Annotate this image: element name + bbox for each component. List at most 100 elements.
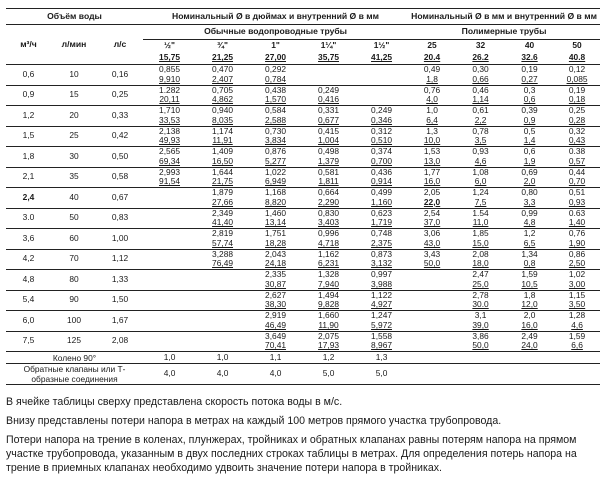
head-loss-value: 8,035 [212, 114, 234, 125]
pipe-value-cell: 1,0 6,4 [408, 105, 457, 127]
velocity-value: 1.282 [159, 84, 181, 95]
head-loss-value: 8,820 [265, 196, 287, 207]
head-loss-value: 7,5 [474, 196, 487, 207]
velocity-value: 0,69 [521, 166, 538, 177]
unit-ls-header: л/с [97, 24, 144, 65]
pipe-value-cell: 2,993 91,54 [143, 167, 197, 188]
pipe-value-cell: 1,15 3,50 [554, 290, 601, 311]
empty-cell [505, 363, 555, 385]
velocity-value: 0,80 [521, 187, 538, 198]
velocity-value: 0.38 [568, 146, 586, 157]
head-loss-value: 4,862 [212, 94, 234, 105]
head-loss-value: 3,3 [523, 196, 536, 207]
head-loss-value: 4,6 [571, 319, 583, 330]
velocity-value: 2,08 [472, 248, 489, 259]
velocity-value: 0,498 [318, 146, 340, 157]
velocity-value: 0,93 [472, 146, 489, 157]
pipe-value-cell: 2,54 37,0 [408, 208, 457, 229]
fitting-row: Обратные клапаны или Т-образные соединен… [6, 363, 601, 385]
flow-lmin-cell: 100 [51, 310, 97, 332]
head-loss-value: 1,811 [318, 176, 339, 187]
table-row: 2,1 35 0,58 2,993 91,54 1,644 21,75 1,022 6,949 0… [6, 166, 601, 188]
head-loss-value: 18,28 [265, 237, 287, 248]
head-loss-value: 46,49 [265, 319, 287, 330]
fitting-loss-cell: 1,3 [355, 351, 409, 364]
pipe-value-cell: 1,53 13,0 [408, 146, 457, 168]
pipe-value-cell: 0,32 0,43 [554, 125, 601, 147]
velocity-value: 3,1 [474, 310, 487, 321]
head-loss-value: 6,231 [318, 258, 340, 269]
head-loss-value: 1,8 [426, 73, 438, 84]
pipe-value-cell: 0,51 0,93 [554, 187, 601, 209]
nominal-inch-header: Номинальный Ø в дюймах и внутренний Ø в … [143, 8, 409, 25]
head-loss-value: 39,0 [472, 319, 489, 330]
inner-diameter-header: 20.4 [408, 52, 457, 65]
pipe-value-cell: 0,39 0,9 [505, 105, 555, 127]
head-loss-value: 0,6 [523, 94, 536, 105]
pipe-value-cell [408, 310, 457, 332]
head-loss-value: 4,6 [474, 155, 487, 166]
velocity-value: 1,494 [318, 289, 340, 300]
table-row: 3,6 60 1,00 2,819 57,74 1,751 18,28 0,996 4,718 0… [6, 228, 601, 250]
head-loss-value: 0,9 [523, 114, 536, 125]
pipe-value-cell: 2,78 30.0 [456, 290, 506, 311]
pipe-value-cell: 0,249 0,346 [355, 105, 409, 127]
velocity-value: 2,138 [159, 125, 181, 136]
head-loss-value: 10,0 [423, 135, 441, 146]
pipe-value-cell: 3,649 70,41 [249, 331, 303, 352]
velocity-value: 0,99 [521, 207, 538, 218]
head-loss-value: 7,940 [318, 278, 340, 289]
pipe-value-cell: 0,499 1,160 [355, 187, 409, 209]
head-loss-value: 1,90 [568, 237, 586, 248]
head-loss-value: 1,004 [318, 135, 340, 146]
pipe-value-cell [196, 290, 250, 311]
pipe-value-cell: 0,80 3,3 [505, 187, 555, 209]
pipe-size-header: 1¼" [320, 40, 337, 51]
pipe-size-row: ½" ¾" 1" 1¼" 1½" 25 32 40 50 [6, 40, 600, 53]
head-loss-value: 69,34 [159, 155, 181, 166]
empty-cell [408, 351, 457, 364]
velocity-value: 2,043 [265, 248, 287, 259]
head-loss-value: 1,719 [371, 217, 393, 228]
flow-ls-cell: 0,16 [97, 64, 144, 86]
fitting-loss-cell: 4,0 [196, 363, 250, 385]
head-loss-value: 1,4 [523, 135, 536, 146]
pipe-value-cell: 0,19 0,27 [505, 64, 555, 86]
flow-m3h-cell: 7,5 [6, 331, 51, 352]
head-loss-value: 17,93 [318, 340, 340, 351]
pipe-value-cell: 1,751 18,28 [249, 228, 303, 250]
pipe-value-cell: 1,409 16,50 [196, 146, 250, 168]
flow-m3h-cell: 1,5 [6, 126, 51, 147]
pipe-value-cell [196, 331, 250, 352]
pipe-size-header: 1½" [373, 40, 390, 51]
velocity-value: 2,0 [523, 310, 536, 321]
flow-lmin-cell: 70 [51, 249, 97, 270]
velocity-value: 1,247 [371, 310, 393, 321]
velocity-value: 3,06 [423, 228, 441, 239]
table-row: 0,6 10 0,16 0,855 9,910 0,470 2,407 0,292 0,784 0… [6, 64, 601, 86]
velocity-value: 1,710 [159, 105, 181, 116]
head-loss-value: 0,66 [472, 73, 489, 84]
head-loss-value: 0,27 [521, 73, 538, 84]
head-loss-value: 3,00 [568, 278, 586, 289]
velocity-value: 1,8 [523, 289, 536, 300]
pipe-value-cell: 1,879 27,66 [196, 187, 250, 209]
flow-m3h-cell: 1,2 [6, 105, 51, 127]
head-loss-value: 0,677 [318, 114, 340, 125]
flow-lmin-cell: 125 [51, 331, 97, 352]
head-loss-value: 5,972 [371, 319, 393, 330]
velocity-value: 1,168 [265, 187, 287, 198]
head-loss-value: 0,28 [568, 114, 586, 125]
pipe-value-cell: 0,69 2,0 [505, 166, 555, 188]
velocity-value: 0,32 [568, 125, 586, 136]
pipe-value-cell: 0,748 2,375 [355, 228, 409, 250]
velocity-value: 0,46 [472, 84, 489, 95]
pipe-value-cell: 1,2 6,5 [505, 228, 555, 250]
pipe-value-cell: 1,022 6,949 [249, 167, 303, 188]
pipe-value-cell: 0,730 3,834 [249, 126, 303, 147]
nominal-mm-header: Номинальный Ø в мм и внутренний Ø в мм [408, 8, 601, 25]
flow-m3h-cell: 6,0 [6, 310, 51, 332]
velocity-value: 1.54 [472, 207, 489, 218]
head-loss-value: 9,910 [159, 73, 181, 84]
flow-lmin-cell: 90 [51, 290, 97, 311]
